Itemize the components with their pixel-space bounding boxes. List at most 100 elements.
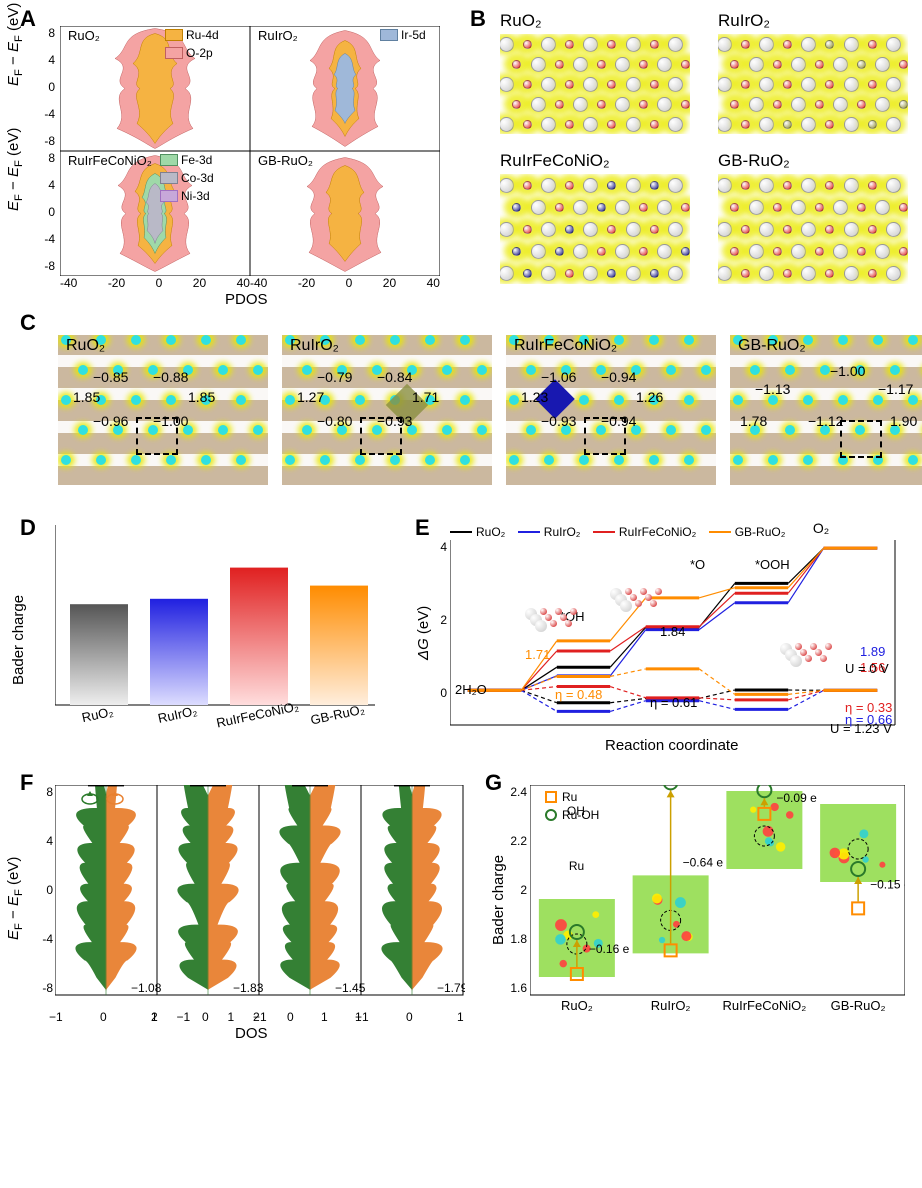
A-yticks-bot: 8 4 0 -4 -8 xyxy=(30,151,55,273)
tick: 4 xyxy=(30,53,55,67)
swatch xyxy=(165,47,183,59)
G-legend: Ru Ru-OH xyxy=(545,790,607,826)
bader-value: 1.85 xyxy=(188,389,215,405)
tick: -8 xyxy=(30,134,55,148)
svg-text:−0.16 e: −0.16 e xyxy=(589,942,630,956)
tick: 8 xyxy=(30,151,55,165)
C-tile xyxy=(282,335,492,485)
E-annot: U = 0 V xyxy=(845,661,889,676)
A-xlabel: PDOS xyxy=(225,291,268,308)
panel-F-label: F xyxy=(20,770,33,796)
C-tile xyxy=(58,335,268,485)
tick: 20 xyxy=(193,276,206,290)
E-annotations: 2H₂O*OH*O*OOH1.891.561.711.84η = 0.48η =… xyxy=(450,540,905,730)
tick: 2.4 xyxy=(503,785,527,799)
bader-value: −0.85 xyxy=(93,369,128,385)
B-t3: RuIrFeCoNiO₂ xyxy=(500,151,610,171)
legend-label: GB-RuO₂ xyxy=(735,525,786,539)
svg-text:Ru: Ru xyxy=(569,859,584,873)
G-xcat: RuIrO₂ xyxy=(626,998,716,1013)
C-title: RuO₂ xyxy=(66,337,105,355)
svg-text:−0.15 e: −0.15 e xyxy=(870,878,905,892)
tick: 40 xyxy=(427,276,440,290)
bader-value: 1.27 xyxy=(297,389,324,405)
tick: 0 xyxy=(156,276,163,290)
panel-E-container: E RuO₂ RuIrO₂ RuIrFeCoNiO₂ GB-RuO₂ O₂ ΔG… xyxy=(415,515,910,755)
bader-value: −0.96 xyxy=(93,413,128,429)
B-structure-1 xyxy=(500,34,690,134)
legend-A2: Ir-5d xyxy=(380,28,434,46)
swatch xyxy=(709,531,731,533)
legend-label: Ir-5d xyxy=(401,28,426,42)
bader-value: −1.13 xyxy=(755,381,790,397)
G-xcat: GB-RuO₂ xyxy=(813,998,903,1013)
tick: 20 xyxy=(383,276,396,290)
tick: 40 xyxy=(237,276,250,290)
bader-value: −0.93 xyxy=(377,413,412,429)
F-xlabel: DOS xyxy=(235,1025,268,1042)
bader-value: 1.26 xyxy=(636,389,663,405)
panel-C-container: C RuO₂−0.85−0.881.851.85−0.96−1.00RuIrO₂… xyxy=(10,315,910,495)
circle-icon xyxy=(545,809,557,821)
tick: 4 xyxy=(30,178,55,192)
bader-value: −0.84 xyxy=(377,369,412,385)
bader-value: −1.00 xyxy=(830,363,865,379)
F-xticks: −1012−1012−1011−101 xyxy=(55,1010,465,1025)
C-title: RuIrO₂ xyxy=(290,337,339,355)
panel-B-container: B RuO₂ RuIrO₂ RuIrFeCoNiO₂ GB-RuO₂ xyxy=(470,6,910,296)
A-ylabel-top: EF − EF (eV) xyxy=(5,3,25,86)
legend-label: Ru xyxy=(562,790,577,804)
A-yticks-top: 8 4 0 -4 -8 xyxy=(30,26,55,148)
E-xlabel: Reaction coordinate xyxy=(605,737,738,754)
tick: 4 xyxy=(35,834,53,848)
E-ylabel: ΔG (eV) xyxy=(415,606,433,660)
E-annot: *O xyxy=(690,557,705,572)
panel-B-label: B xyxy=(470,6,486,32)
panel-C-label: C xyxy=(20,310,36,336)
E-legend: RuO₂ RuIrO₂ RuIrFeCoNiO₂ GB-RuO₂ O₂ xyxy=(450,520,910,539)
bader-value: 1.71 xyxy=(412,389,439,405)
G-xcat: RuO₂ xyxy=(532,998,622,1013)
tick: 0 xyxy=(30,205,55,219)
bader-value: −0.94 xyxy=(601,413,636,429)
tick: -8 xyxy=(35,981,53,995)
swatch xyxy=(518,531,540,533)
swatch xyxy=(165,29,183,41)
C-tile xyxy=(730,335,922,485)
B-t1: RuO₂ xyxy=(500,11,542,31)
spin-icons xyxy=(80,787,130,807)
svg-text:−2.05: −2.05 xyxy=(235,785,266,788)
G-yticks: 2.4 2.2 2 1.8 1.6 xyxy=(503,785,527,995)
C-tile xyxy=(506,335,716,485)
swatch xyxy=(160,190,178,202)
legend-label: Co-3d xyxy=(181,171,214,185)
A-title-1: RuO₂ xyxy=(68,28,100,43)
square-icon xyxy=(545,791,557,803)
bader-value: −0.93 xyxy=(541,413,576,429)
C-title: RuIrFeCoNiO₂ xyxy=(514,337,617,355)
tick: 1.6 xyxy=(503,981,527,995)
svg-text:−2.34: −2.34 xyxy=(133,785,164,788)
tick: 8 xyxy=(30,26,55,40)
E-annot: 1.89 xyxy=(860,644,885,659)
bader-value: 1.23 xyxy=(521,389,548,405)
E-yticks: 4 2 0 xyxy=(435,540,447,700)
tick: -20 xyxy=(298,276,315,290)
B-t2: RuIrO₂ xyxy=(718,11,770,31)
E-annot: U = 1.23 V xyxy=(830,721,892,736)
G-xcat: RuIrFeCoNiO₂ xyxy=(719,998,809,1013)
tick: 0 xyxy=(435,686,447,700)
tick: 2.2 xyxy=(503,834,527,848)
B-t4: GB-RuO₂ xyxy=(718,151,790,171)
D-ylabel: Bader charge xyxy=(10,595,28,685)
B-structure-4 xyxy=(718,174,908,284)
panel-F-container: F EF − EF (eV) −0.22−1.47−1.08−0.64−2.34… xyxy=(10,770,470,1040)
swatch xyxy=(593,531,615,533)
bader-value: −0.94 xyxy=(601,369,636,385)
legend-label: Ni-3d xyxy=(181,189,210,203)
panel-E-label: E xyxy=(415,515,430,541)
E-annot: 1.71 xyxy=(525,647,550,662)
tick: 2 xyxy=(435,613,447,627)
bader-value: −1.00 xyxy=(153,413,188,429)
svg-text:−1.47: −1.47 xyxy=(55,785,61,788)
